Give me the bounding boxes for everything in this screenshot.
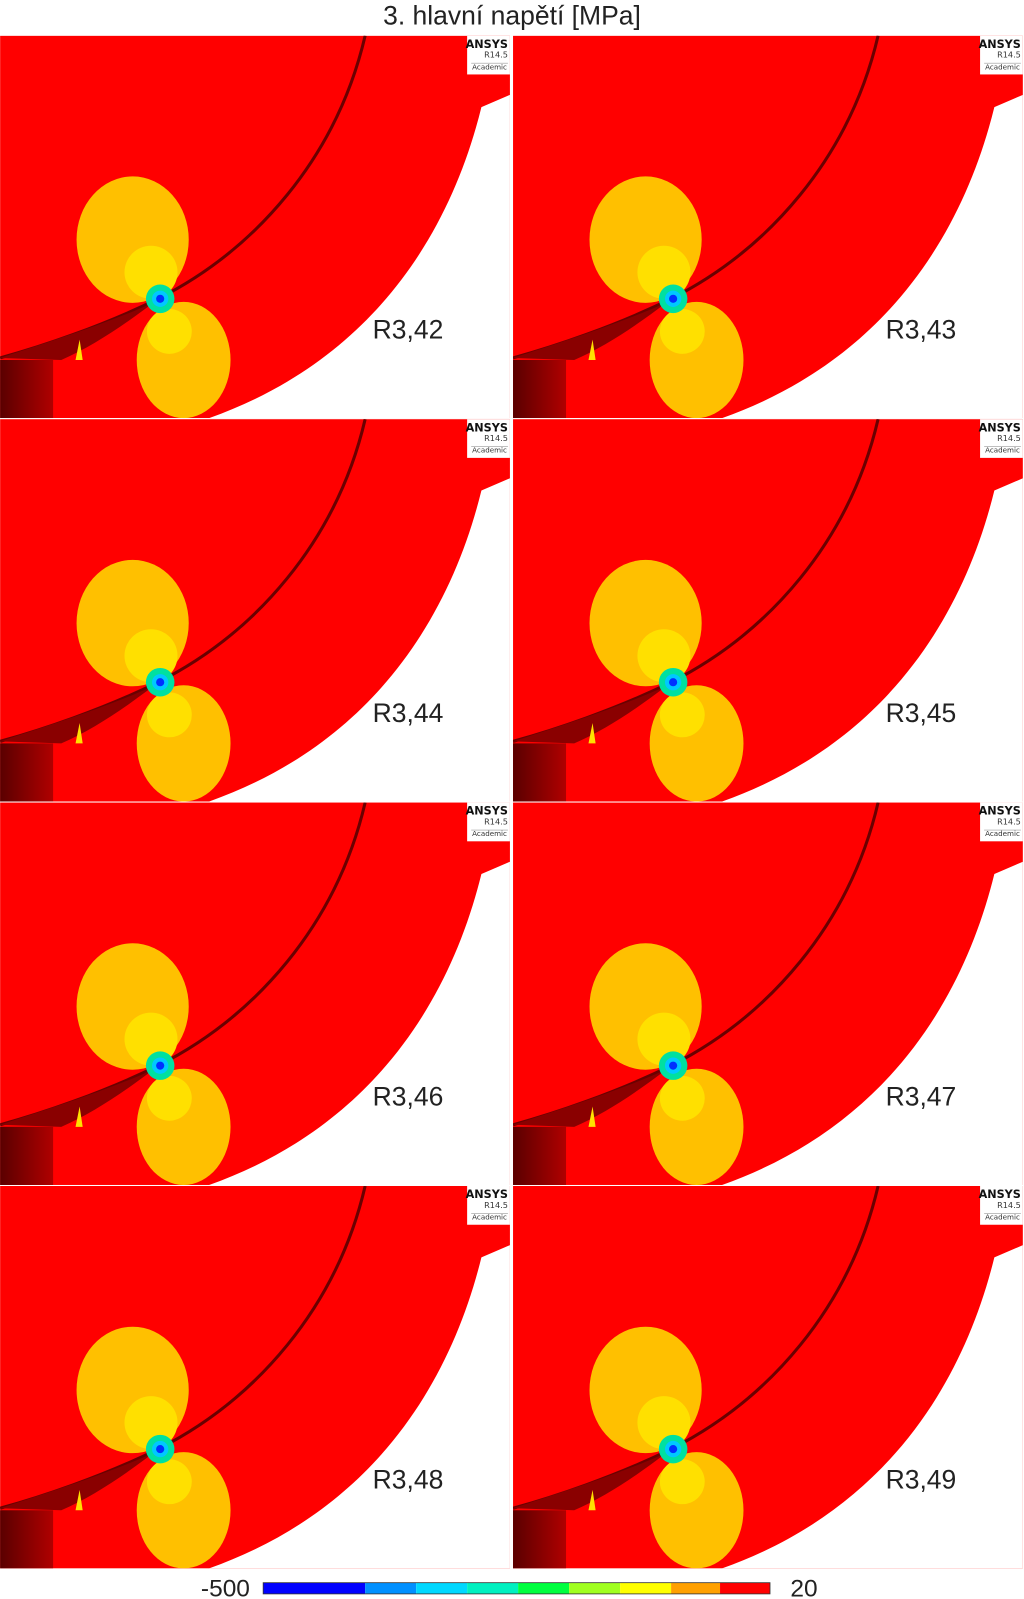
figure-title: 3. hlavní napětí [MPa] [383, 0, 641, 30]
panel-label: R3,49 [886, 1465, 957, 1495]
colorbar-segment [365, 1582, 417, 1594]
colorbar-min: -500 [201, 1575, 250, 1599]
colorbar-segment [569, 1582, 621, 1594]
contour-plot [513, 419, 1023, 802]
panel-grid: R3,42ANSYSR14.5AcademicR3,43ANSYSR14.5Ac… [0, 35, 1023, 1569]
badge-brand: ANSYS [979, 421, 1021, 434]
badge-license: Academic [985, 62, 1020, 71]
contour-plot [0, 35, 510, 419]
badge-brand: ANSYS [979, 38, 1021, 51]
contour-plot [0, 419, 510, 802]
badge-license: Academic [985, 1213, 1020, 1222]
panel-label: R3,48 [373, 1465, 444, 1495]
panel-label: R3,47 [886, 1081, 957, 1111]
panel-label: R3,45 [886, 698, 957, 728]
badge-brand: ANSYS [466, 421, 508, 434]
badge-version: R14.5 [484, 816, 508, 826]
colorbar: -500 20 [201, 1575, 818, 1599]
colorbar-segment [467, 1582, 519, 1594]
badge-license: Academic [472, 829, 507, 838]
badge-license: Academic [985, 829, 1020, 838]
colorbar-max: 20 [790, 1575, 817, 1599]
badge-license: Academic [472, 1213, 507, 1222]
panel-label: R3,44 [373, 698, 444, 728]
contour-plot [513, 802, 1023, 1185]
badge-version: R14.5 [997, 816, 1021, 826]
colorbar-segment [263, 1582, 366, 1594]
contour-plot [0, 802, 510, 1185]
panel-label: R3,42 [373, 314, 444, 344]
contour-plot [513, 1185, 1023, 1569]
badge-brand: ANSYS [979, 805, 1021, 818]
colorbar-segment [620, 1582, 672, 1594]
badge-brand: ANSYS [979, 1188, 1021, 1201]
badge-version: R14.5 [997, 1200, 1021, 1210]
badge-brand: ANSYS [466, 1188, 508, 1201]
badge-brand: ANSYS [466, 38, 508, 51]
contour-plot [513, 35, 1023, 419]
badge-license: Academic [472, 446, 507, 455]
badge-license: Academic [472, 62, 507, 71]
badge-version: R14.5 [997, 433, 1021, 443]
badge-version: R14.5 [484, 1200, 508, 1210]
badge-brand: ANSYS [466, 805, 508, 818]
colorbar-frame [262, 1582, 771, 1595]
colorbar-segment [416, 1582, 468, 1594]
panel-label: R3,43 [886, 314, 957, 344]
panel-label: R3,46 [373, 1081, 444, 1111]
colorbar-segment [518, 1582, 570, 1594]
badge-version: R14.5 [484, 50, 508, 60]
badge-version: R14.5 [997, 50, 1021, 60]
badge-version: R14.5 [484, 433, 508, 443]
colorbar-segment [671, 1582, 721, 1594]
colorbar-segment [720, 1582, 771, 1594]
badge-license: Academic [985, 446, 1020, 455]
contour-plot [0, 1185, 510, 1569]
